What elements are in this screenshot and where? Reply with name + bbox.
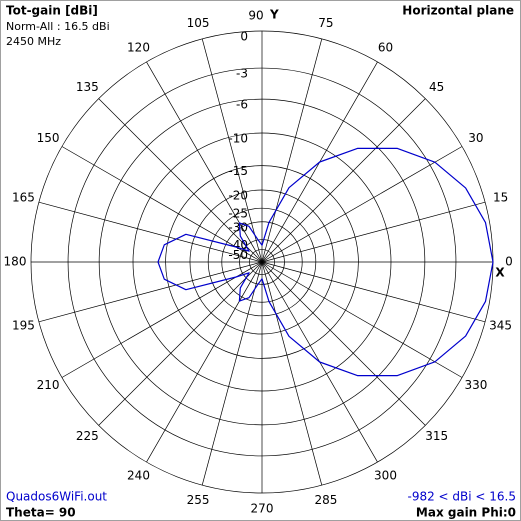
spoke bbox=[261, 98, 426, 263]
angle-label: 90 bbox=[248, 9, 263, 23]
spoke bbox=[261, 201, 486, 263]
chart-title: Tot-gain [dBi] bbox=[6, 4, 98, 18]
theta-label: Theta= 90 bbox=[6, 506, 76, 520]
angle-label: 30 bbox=[468, 131, 483, 145]
spoke bbox=[38, 201, 263, 263]
spoke bbox=[38, 261, 263, 323]
r-tick-label: -15 bbox=[228, 164, 248, 178]
angle-label: 105 bbox=[187, 16, 210, 30]
spoke bbox=[201, 38, 263, 263]
angle-label: 60 bbox=[378, 41, 393, 55]
angle-label: 15 bbox=[493, 191, 508, 205]
grid-circle bbox=[207, 207, 317, 317]
angle-label: 300 bbox=[374, 468, 397, 482]
r-tick-label: -25 bbox=[228, 207, 248, 221]
plane-label: Horizontal plane bbox=[402, 4, 514, 18]
angle-label: 45 bbox=[429, 80, 444, 94]
angle-label: 210 bbox=[37, 378, 60, 392]
grid-circle bbox=[239, 239, 285, 285]
spoke bbox=[146, 261, 263, 463]
angle-label: 135 bbox=[76, 80, 99, 94]
grid-circle bbox=[67, 67, 457, 457]
grid-circle bbox=[165, 165, 359, 359]
angle-label: 120 bbox=[127, 41, 150, 55]
range-note: -982 < dBi < 16.5 bbox=[407, 490, 516, 504]
grid-circle bbox=[132, 132, 392, 392]
spoke bbox=[261, 146, 463, 263]
angle-label: 225 bbox=[76, 429, 99, 443]
spoke bbox=[261, 261, 426, 426]
spoke bbox=[146, 61, 263, 263]
r-tick-label: -10 bbox=[228, 132, 248, 146]
r-tick-label: -30 bbox=[228, 220, 248, 234]
spoke bbox=[98, 98, 263, 263]
angle-label: 0 bbox=[505, 255, 513, 269]
grid-circle bbox=[98, 98, 426, 426]
grid bbox=[30, 30, 494, 494]
subtitle: 2450 MHz bbox=[6, 35, 61, 48]
grid-circle bbox=[249, 249, 275, 275]
x-axis-label: X bbox=[495, 266, 505, 280]
spoke bbox=[261, 261, 323, 486]
spoke bbox=[261, 38, 323, 263]
subtitle: Norm-All : 16.5 dBi bbox=[6, 20, 110, 33]
r-tick-label: -3 bbox=[236, 67, 248, 81]
r-tick-label: -20 bbox=[228, 188, 248, 202]
spoke bbox=[261, 261, 486, 323]
angle-label: 150 bbox=[37, 131, 60, 145]
angle-label: 255 bbox=[187, 493, 210, 507]
angle-label: 165 bbox=[12, 191, 35, 205]
angle-label: 240 bbox=[127, 468, 150, 482]
angle-label: 330 bbox=[464, 378, 487, 392]
file-label: Quados6WiFi.out bbox=[6, 490, 107, 504]
angle-label: 285 bbox=[314, 493, 337, 507]
spoke bbox=[61, 261, 263, 378]
y-axis-label: Y bbox=[269, 8, 279, 22]
r-tick-label: 0 bbox=[240, 30, 248, 44]
pattern-line bbox=[157, 147, 494, 377]
angle-label: 75 bbox=[318, 16, 333, 30]
angle-label: 180 bbox=[4, 255, 27, 269]
grid-circle bbox=[221, 221, 303, 303]
angle-label: 315 bbox=[425, 429, 448, 443]
max-gain-label: Max gain Phi:0 bbox=[416, 506, 516, 520]
angle-label: 345 bbox=[489, 318, 512, 332]
angle-label: 270 bbox=[251, 502, 274, 516]
spoke bbox=[261, 261, 463, 378]
spoke bbox=[98, 261, 263, 426]
angle-label: 195 bbox=[12, 318, 35, 332]
r-tick-label: -6 bbox=[236, 98, 248, 112]
spoke bbox=[61, 146, 263, 263]
grid-circle bbox=[189, 189, 335, 335]
spoke bbox=[201, 261, 263, 486]
r-tick-label: -50 bbox=[228, 248, 248, 262]
